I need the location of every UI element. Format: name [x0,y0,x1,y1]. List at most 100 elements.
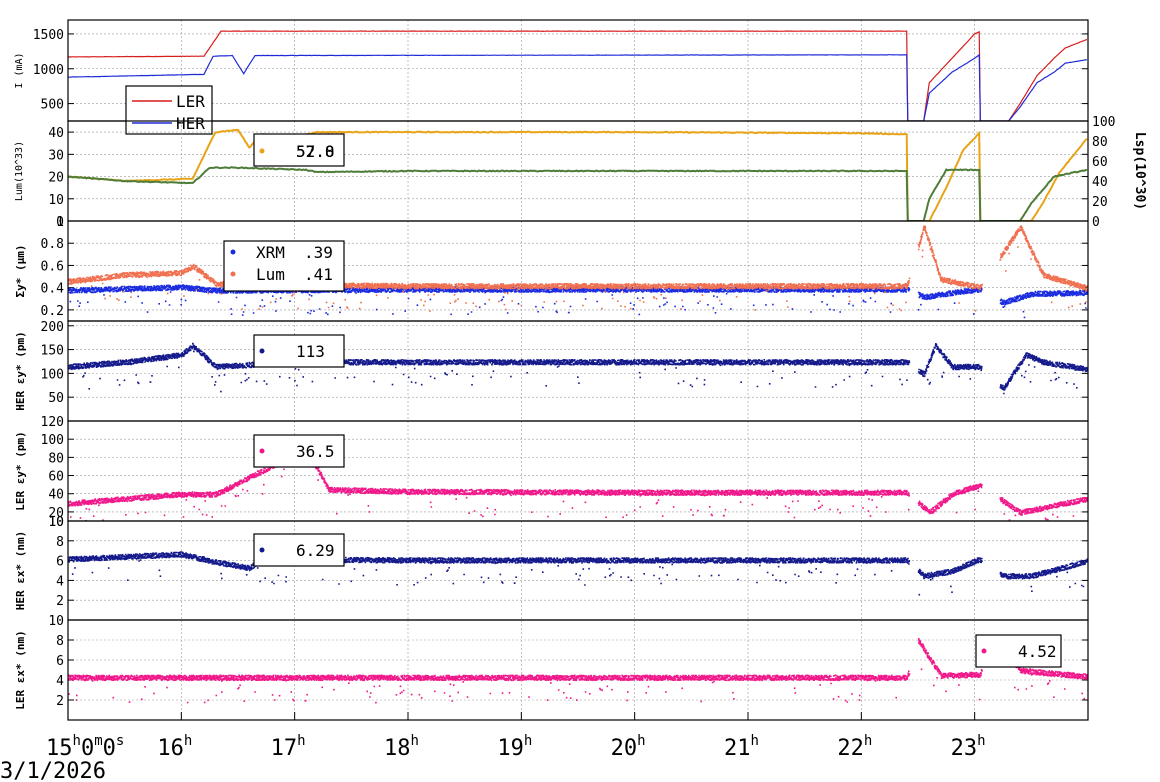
y-tick-label: 50 [48,391,64,406]
series-her-line [68,53,1087,121]
legend: 36.5 [253,434,345,468]
panel-current: 500 1000 1500 I (mA) LER HER [14,19,1089,135]
legend-marker [259,547,265,553]
series-lum-line [68,128,1088,221]
legend-value-lum: .41 [304,265,333,284]
legend: LER HER [125,85,213,135]
legend-value-xrm: .39 [304,243,333,262]
panel-ler_ex: 2 4 6 8 10 LER εx* (nm) 4.52 [14,614,1089,721]
x-tick-label: 20h [611,733,646,761]
x-tick-label: 19h [497,733,532,761]
legend-label-xrm: XRM [256,243,285,262]
data-layer [68,638,1088,704]
x-tick-label: 21h [724,733,759,761]
panel-sigma_y: 0.2 0.4 0.6 0.8 1 Σy* (μm) XRM .39 Lum .41 [14,215,1089,322]
y-tick-label: 10 [48,614,64,629]
y-tick-label: 8 [56,634,64,649]
y-tick-label: 1500 [33,28,64,43]
legend-value: 52.0 [296,142,335,161]
y-tick-label: 30 [48,148,64,163]
x-tick-label: 22h [837,733,872,761]
legend-marker [259,448,265,454]
y-tick-label: 100 [41,433,64,448]
y-tick-label: 1 [56,215,64,230]
y-tick-label: 2 [56,694,64,709]
legend-marker-xrm [230,249,236,255]
x-tick-label: 18h [384,733,419,761]
y-tick-label: 0.6 [41,259,64,274]
y-tick-label: 80 [48,451,64,466]
series-hery-points [68,342,1088,395]
panel-frame [67,19,1089,122]
series-ler-line [68,30,1088,121]
right-y-tick-label: 40 [1092,175,1108,190]
panel-her_ex: 2 4 6 8 10 HER εx* (nm) 6.29 [14,515,1089,621]
y-axis-label: Σy* (μm) [14,245,27,298]
panel-frame [67,220,1089,322]
series-lery-points [68,446,1088,521]
legend-box [975,634,1062,668]
y-tick-label: 2 [56,594,64,609]
data-layer [68,446,1088,521]
right-y-tick-label: 80 [1092,135,1108,150]
legend-box [253,334,345,368]
legend-marker [981,648,987,654]
y-axis-label: HER εy* (pm) [14,331,27,410]
y-axis-label: Lum(10^33) [14,141,25,201]
series-lsp-line [68,166,1088,221]
legend-label-her: HER [176,114,205,133]
right-y-tick-label: 0 [1092,215,1100,230]
y-tick-label: 4 [56,674,64,689]
right-y-tick-label: 100 [1092,115,1115,130]
legend-marker [259,148,265,154]
legend-box [253,533,345,567]
x-tick-label: 23h [951,733,986,761]
y-tick-label: 20 [48,171,64,186]
data-layer [68,30,1088,121]
legend-value: 4.52 [1018,642,1057,661]
x-tick-label: 17h [271,733,306,761]
y-axis-label: LER εy* (pm) [14,431,27,510]
y-tick-label: 100 [41,367,64,382]
panel-frame [67,619,1089,721]
y-tick-label: 10 [48,193,64,208]
panel-frame [67,520,1089,621]
legend-value: 36.5 [296,442,335,461]
y-tick-label: 0 [56,215,64,230]
panel-her_ey: 50 100 150 200 HER εy* (pm) 113 [14,320,1089,422]
right-y-axis-label: Lsp(10^30) [1132,132,1147,210]
legend-value: 6.29 [296,541,335,560]
legend-box [223,240,345,292]
date-label: 3/1/2026 [0,759,106,782]
series-lerx-points [68,638,1088,704]
y-tick-label: 4 [56,574,64,589]
legend: 113 [253,334,345,368]
y-axis-label: I (mA) [14,52,25,88]
legend-marker [259,348,265,354]
legend: 52.057.8 [253,133,345,167]
x-tick-label: 16h [157,733,192,761]
series-lum-points [68,225,1088,312]
panel-frame [67,320,1089,422]
legend-box [253,434,345,468]
data-layer [68,225,1088,319]
legend: XRM .39 Lum .41 [223,240,345,292]
right-y-tick-label: 20 [1092,195,1108,210]
data-layer [68,551,1088,596]
legend-marker-lum [230,271,236,277]
x-tick-label: 15h0m0s [46,733,124,761]
data-layer [68,128,1088,221]
y-tick-label: 1000 [33,63,64,78]
series-herx-points [68,551,1088,596]
y-axis-label: HER εx* (nm) [14,531,27,610]
y-tick-label: 20 [48,506,64,521]
y-tick-label: 0.4 [41,282,65,297]
legend-value: 57.8 [296,142,335,161]
y-tick-label: 120 [41,415,64,430]
right-y-tick-label: 60 [1092,155,1108,170]
y-tick-label: 10 [48,515,64,530]
y-tick-label: 10 [48,515,64,530]
